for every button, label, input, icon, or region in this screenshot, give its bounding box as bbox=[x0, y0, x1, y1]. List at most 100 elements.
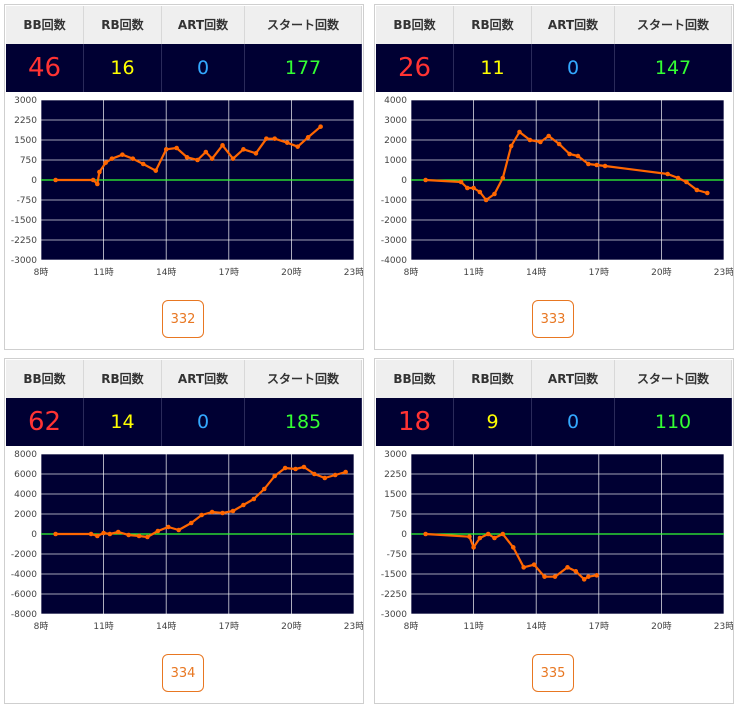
data-point bbox=[467, 534, 472, 539]
y-tick-label: -6000 bbox=[11, 590, 37, 600]
y-tick-label: 6000 bbox=[14, 470, 37, 480]
y-tick-label: -2250 bbox=[381, 590, 407, 600]
stats-header-row: BB回数 RB回数 ART回数 スタート回数 bbox=[376, 360, 732, 398]
data-point bbox=[423, 177, 428, 183]
data-point bbox=[155, 528, 161, 534]
machine-number-button[interactable]: 333 bbox=[532, 300, 574, 338]
data-point bbox=[521, 565, 526, 570]
y-tick-label: 0 bbox=[401, 176, 407, 186]
y-tick-label: -4000 bbox=[381, 256, 407, 266]
y-tick-label: -3000 bbox=[381, 236, 407, 246]
y-tick-label: 1000 bbox=[384, 156, 407, 166]
data-point bbox=[492, 535, 497, 541]
y-tick-label: 2250 bbox=[384, 470, 407, 480]
start-header: スタート回数 bbox=[615, 6, 732, 44]
art-count: 0 bbox=[162, 398, 245, 446]
data-point bbox=[220, 143, 225, 148]
data-point bbox=[203, 149, 209, 155]
data-point bbox=[251, 496, 257, 502]
stats-header-row: BB回数 RB回数 ART回数 スタート回数 bbox=[376, 6, 732, 44]
y-tick-label: 3000 bbox=[14, 96, 37, 106]
machine-panel: BB回数 RB回数 ART回数 スタート回数 46 16 0 177 3000 2250 1500 7… bbox=[4, 4, 364, 350]
data-point bbox=[594, 573, 600, 578]
data-point bbox=[665, 171, 670, 177]
machine-panel: BB回数 RB回数 ART回数 スタート回数 18 9 0 110 3000 2250 1500 75… bbox=[374, 358, 734, 704]
x-tick-label: 11時 bbox=[93, 621, 113, 632]
data-point bbox=[301, 464, 307, 470]
data-point bbox=[126, 532, 131, 538]
data-point bbox=[209, 509, 215, 515]
data-point bbox=[318, 124, 323, 129]
data-point bbox=[88, 531, 94, 537]
start-header: スタート回数 bbox=[615, 360, 732, 398]
data-point bbox=[471, 185, 476, 191]
data-point bbox=[586, 161, 591, 167]
data-point bbox=[567, 151, 572, 157]
y-tick-label: 0 bbox=[401, 530, 407, 540]
data-point bbox=[581, 577, 587, 582]
data-point bbox=[343, 469, 348, 475]
data-point bbox=[174, 145, 179, 151]
stats-table: BB回数 RB回数 ART回数 スタート回数 46 16 0 177 bbox=[6, 6, 362, 92]
data-point bbox=[163, 147, 169, 152]
y-tick-label: 0 bbox=[31, 530, 37, 540]
stats-table: BB回数 RB回数 ART回数 スタート回数 62 14 0 185 bbox=[6, 360, 362, 446]
machine-number-button[interactable]: 334 bbox=[162, 654, 204, 692]
series-line bbox=[55, 465, 347, 539]
bb-count: 26 bbox=[376, 44, 454, 92]
x-tick-label: 8時 bbox=[34, 267, 49, 278]
stats-value-row: 18 9 0 110 bbox=[376, 398, 732, 446]
data-point bbox=[602, 163, 608, 169]
y-tick-label: -2000 bbox=[11, 550, 37, 560]
start-count: 177 bbox=[245, 44, 362, 92]
machine-number-button[interactable]: 332 bbox=[162, 300, 204, 338]
data-point bbox=[109, 156, 115, 161]
bb-count: 18 bbox=[376, 398, 454, 446]
data-point bbox=[284, 140, 290, 145]
data-point bbox=[510, 545, 516, 550]
data-point bbox=[527, 137, 533, 143]
data-point bbox=[483, 197, 489, 203]
data-point bbox=[675, 175, 681, 181]
data-point bbox=[565, 565, 570, 570]
data-point bbox=[107, 531, 113, 537]
data-point bbox=[53, 531, 58, 537]
data-point bbox=[322, 475, 328, 481]
stats-table: BB回数 RB回数 ART回数 スタート回数 26 11 0 147 bbox=[376, 6, 732, 92]
data-point bbox=[705, 190, 710, 196]
data-point bbox=[282, 465, 288, 471]
data-point bbox=[220, 510, 225, 516]
x-tick-label: 11時 bbox=[463, 267, 483, 278]
data-point bbox=[176, 527, 182, 533]
art-header: ART回数 bbox=[532, 360, 615, 398]
y-tick-label: 3000 bbox=[384, 450, 407, 460]
x-tick-label: 14時 bbox=[526, 267, 546, 278]
data-point bbox=[531, 562, 537, 567]
machine-number-button[interactable]: 335 bbox=[532, 654, 574, 692]
y-tick-label: 2250 bbox=[14, 116, 37, 126]
art-header: ART回数 bbox=[162, 360, 245, 398]
rb-header: RB回数 bbox=[84, 6, 162, 44]
stats-value-row: 46 16 0 177 bbox=[6, 44, 362, 92]
data-point bbox=[261, 486, 267, 492]
data-point bbox=[500, 531, 506, 537]
data-point bbox=[517, 129, 522, 135]
rb-header: RB回数 bbox=[454, 360, 532, 398]
machine-panel: BB回数 RB回数 ART回数 スタート回数 62 14 0 185 8000 6000 4000 2… bbox=[4, 358, 364, 704]
data-point bbox=[546, 133, 552, 139]
y-tick-label: 0 bbox=[31, 176, 37, 186]
y-tick-label: 750 bbox=[390, 510, 407, 520]
x-tick-label: 8時 bbox=[34, 621, 49, 632]
x-tick-label: 20時 bbox=[651, 267, 671, 278]
data-point bbox=[184, 155, 190, 160]
data-point bbox=[101, 530, 106, 536]
y-tick-label: -3000 bbox=[11, 256, 37, 266]
art-header: ART回数 bbox=[532, 6, 615, 44]
data-point bbox=[458, 179, 464, 185]
art-header: ART回数 bbox=[162, 6, 245, 44]
data-point bbox=[165, 524, 171, 530]
start-count: 185 bbox=[245, 398, 362, 446]
data-point bbox=[573, 569, 579, 574]
